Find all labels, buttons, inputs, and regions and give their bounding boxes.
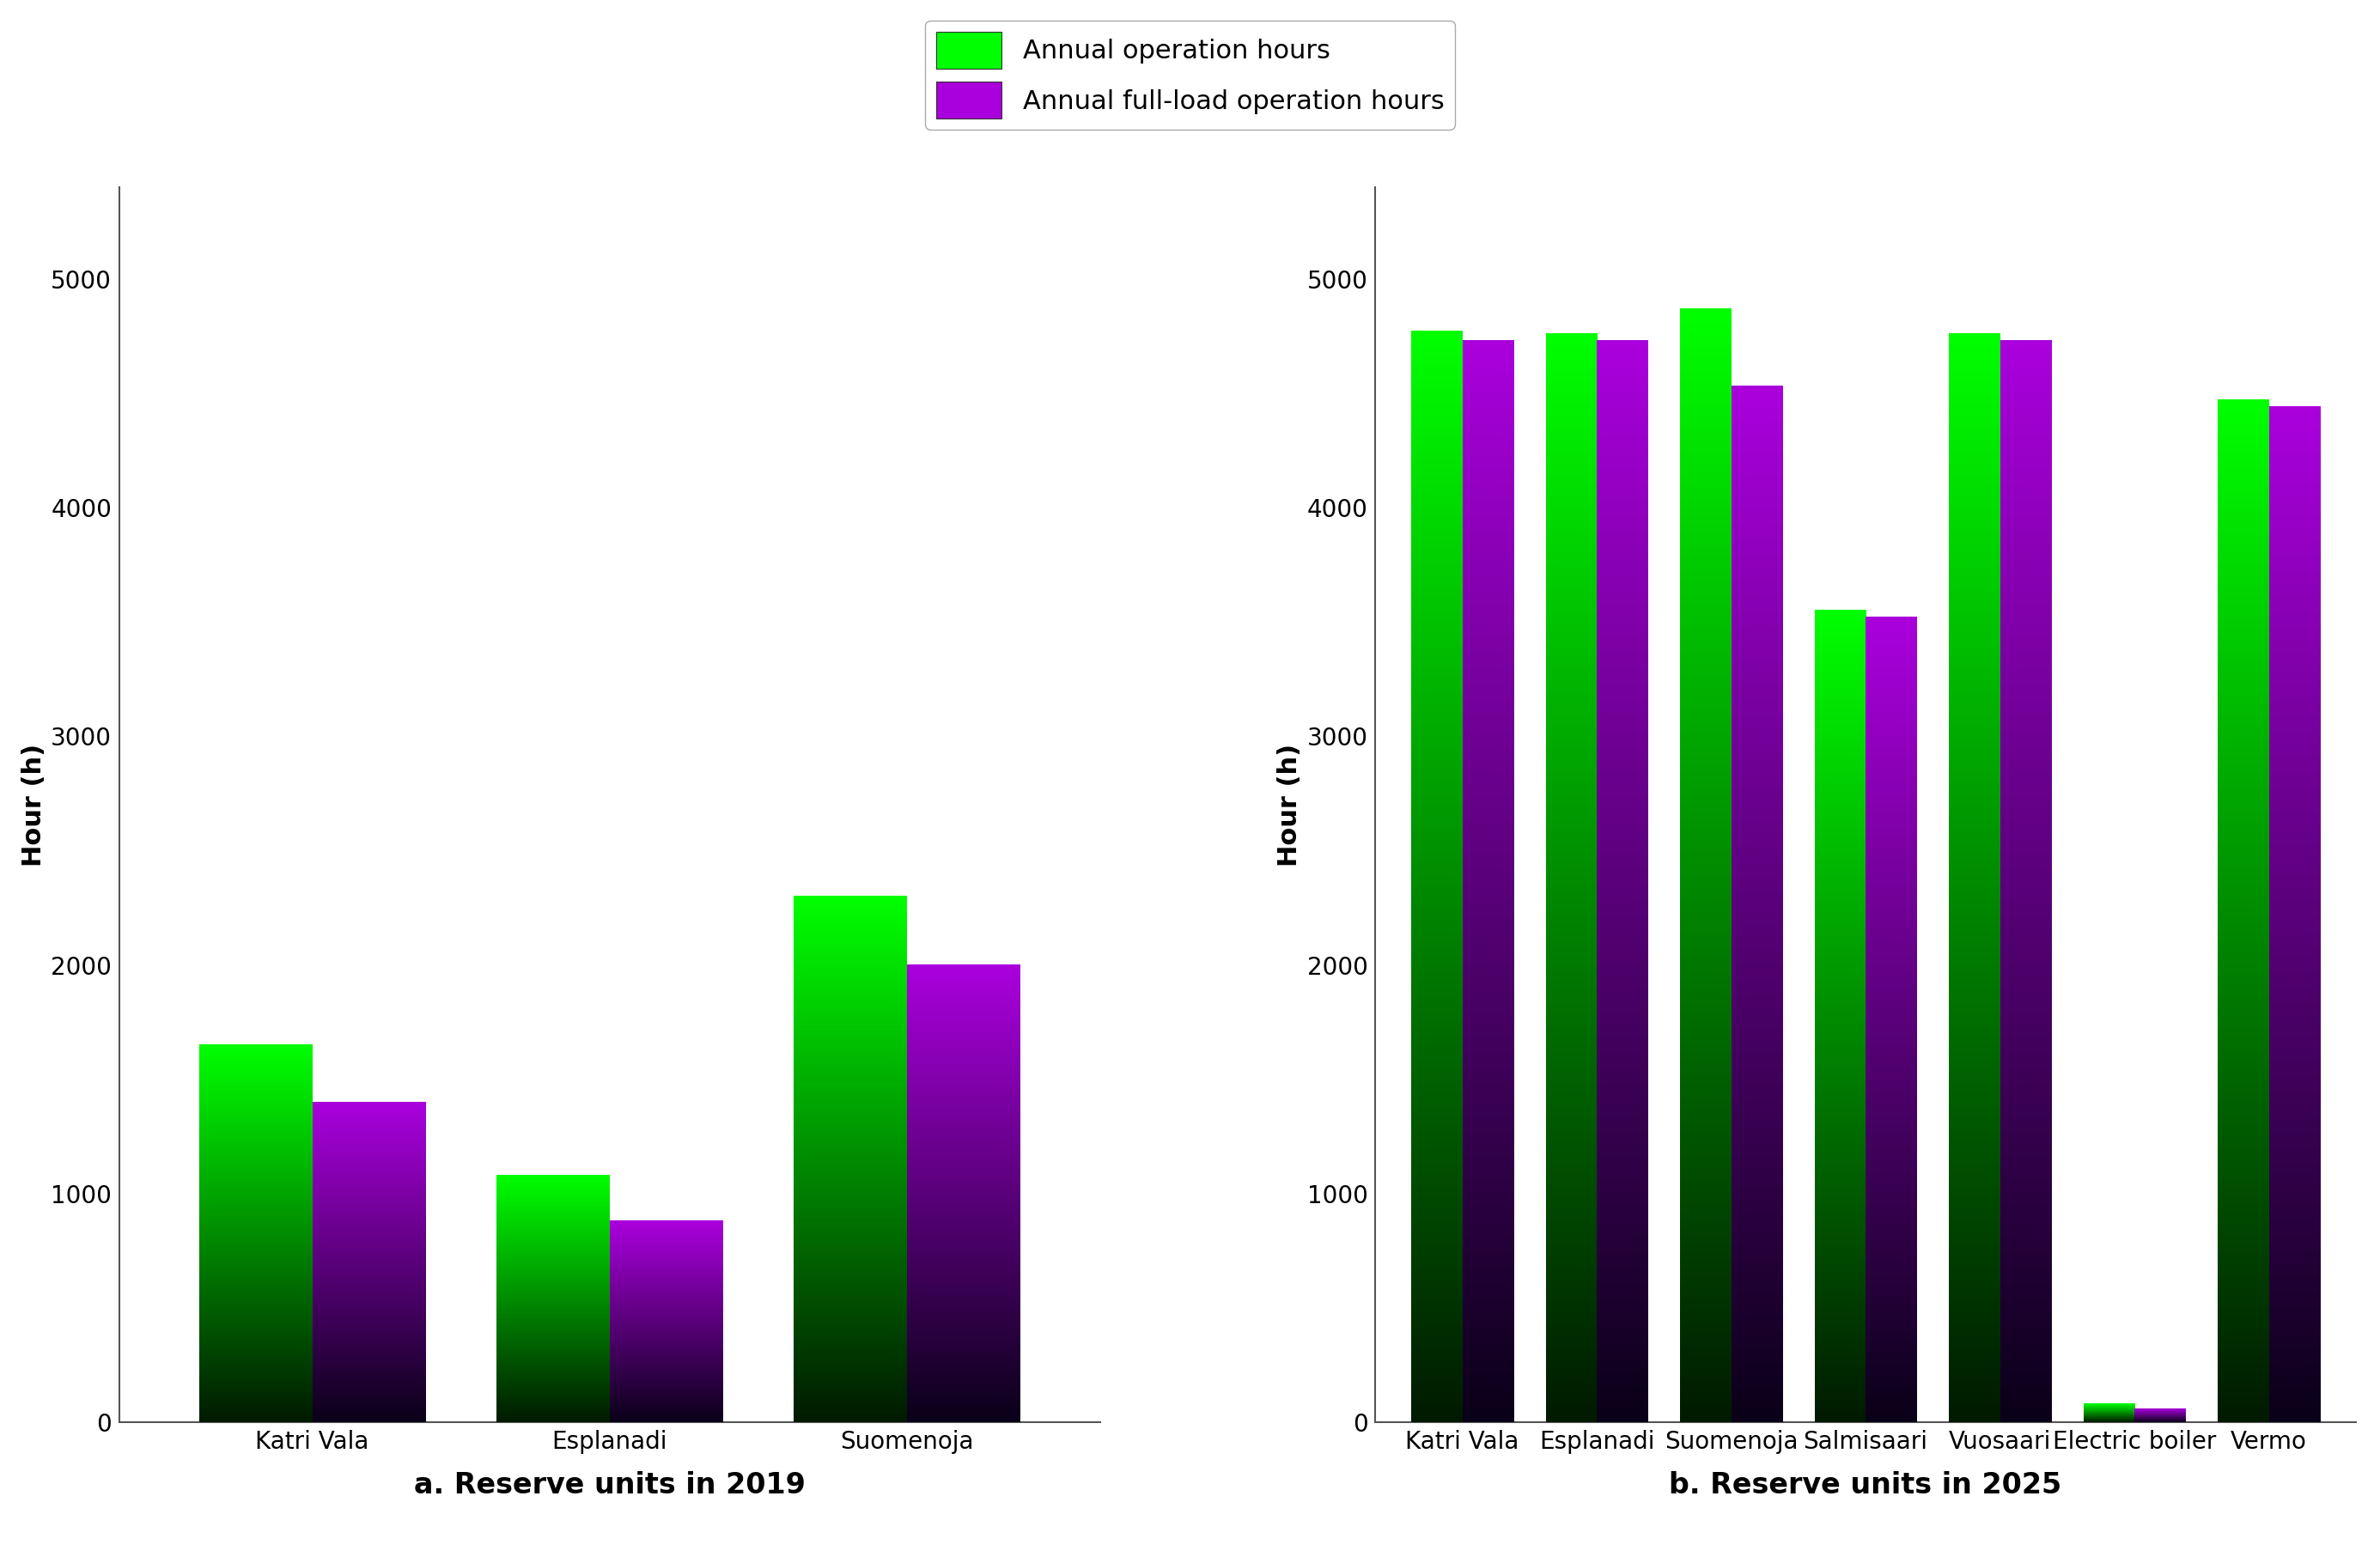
X-axis label: b. Reserve units in 2025: b. Reserve units in 2025 <box>1668 1471 2061 1500</box>
Legend: Annual operation hours, Annual full-load operation hours: Annual operation hours, Annual full-load… <box>926 20 1454 130</box>
Y-axis label: Hour (h): Hour (h) <box>21 744 45 866</box>
X-axis label: a. Reserve units in 2019: a. Reserve units in 2019 <box>414 1471 804 1500</box>
Y-axis label: Hour (h): Hour (h) <box>1278 744 1302 866</box>
